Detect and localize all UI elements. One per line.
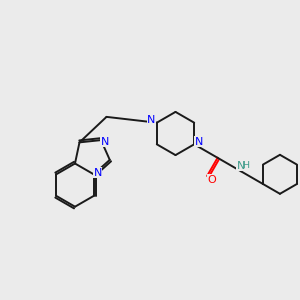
- Text: N: N: [147, 115, 156, 125]
- Text: N: N: [194, 137, 203, 147]
- Text: H: H: [242, 161, 249, 170]
- Text: O: O: [207, 175, 216, 184]
- Text: N: N: [101, 136, 109, 147]
- Text: N: N: [93, 168, 102, 178]
- Text: N: N: [237, 161, 245, 171]
